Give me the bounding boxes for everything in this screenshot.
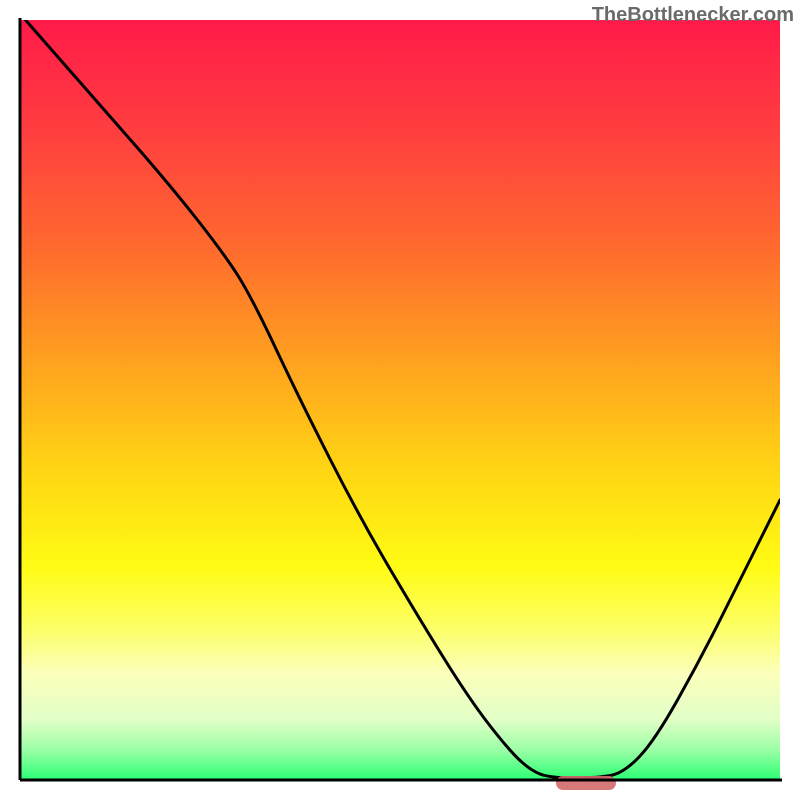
plot-background <box>20 20 780 780</box>
optimal-marker <box>556 776 616 790</box>
chart-svg <box>0 0 800 800</box>
watermark-text: TheBottlenecker.com <box>592 4 794 27</box>
chart-container: TheBottlenecker.com <box>0 0 800 800</box>
